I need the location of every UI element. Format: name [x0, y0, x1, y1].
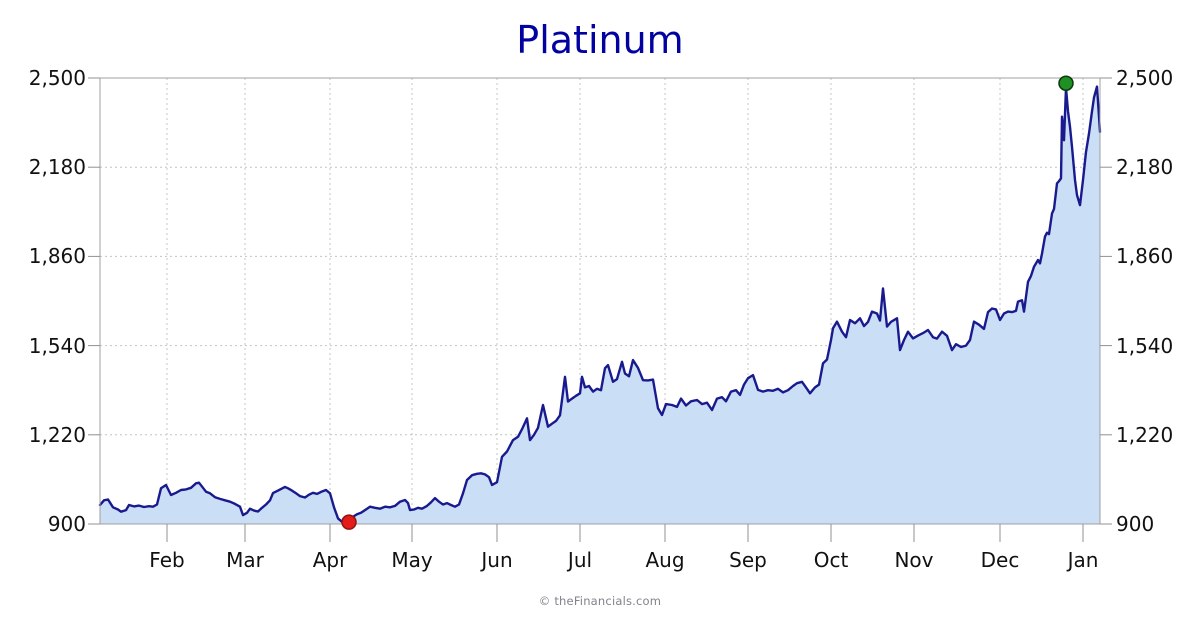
y-axis-label-left: 1,860 [28, 244, 86, 269]
y-axis-label-left: 2,180 [28, 155, 86, 180]
x-axis-label-oct: Oct [813, 548, 849, 572]
x-axis-label-apr: Apr [312, 548, 348, 572]
y-axis-label-right: 1,860 [1116, 244, 1174, 269]
x-axis-label-jan: Jan [1067, 548, 1099, 572]
y-axis-label-right: 1,540 [1116, 333, 1174, 358]
y-axis-label-left: 1,540 [28, 333, 86, 358]
x-axis-label-may: May [391, 548, 433, 572]
year-low-marker [341, 514, 357, 530]
x-axis-label-feb: Feb [149, 548, 185, 572]
year-high-marker [1058, 75, 1074, 92]
x-axis-label-dec: Dec [980, 548, 1020, 572]
x-axis-label-jun: Jun [481, 548, 513, 572]
chart-title: Platinum [516, 18, 684, 62]
y-axis-label-right: 2,180 [1116, 155, 1174, 180]
y-axis-label-left: 1,220 [28, 422, 86, 447]
y-axis-label-right: 2,500 [1116, 66, 1174, 90]
copyright-footer: © theFinancials.com [538, 594, 662, 608]
x-axis-label-nov: Nov [894, 548, 934, 572]
y-axis-label-right: 900 [1116, 512, 1155, 536]
price-area [100, 86, 1100, 524]
y-axis-label-right: 1,220 [1116, 422, 1174, 447]
y-axis-label-left: 2,500 [28, 66, 86, 90]
x-axis-label-jul: Jul [567, 548, 593, 572]
x-axis-label-sep: Sep [729, 548, 767, 572]
x-axis-label-mar: Mar [226, 548, 264, 572]
plot-frame [99, 77, 1101, 525]
y-axis-label-left: 900 [47, 512, 86, 536]
price-line [98, 85, 1102, 525]
x-axis-label-aug: Aug [645, 548, 685, 572]
